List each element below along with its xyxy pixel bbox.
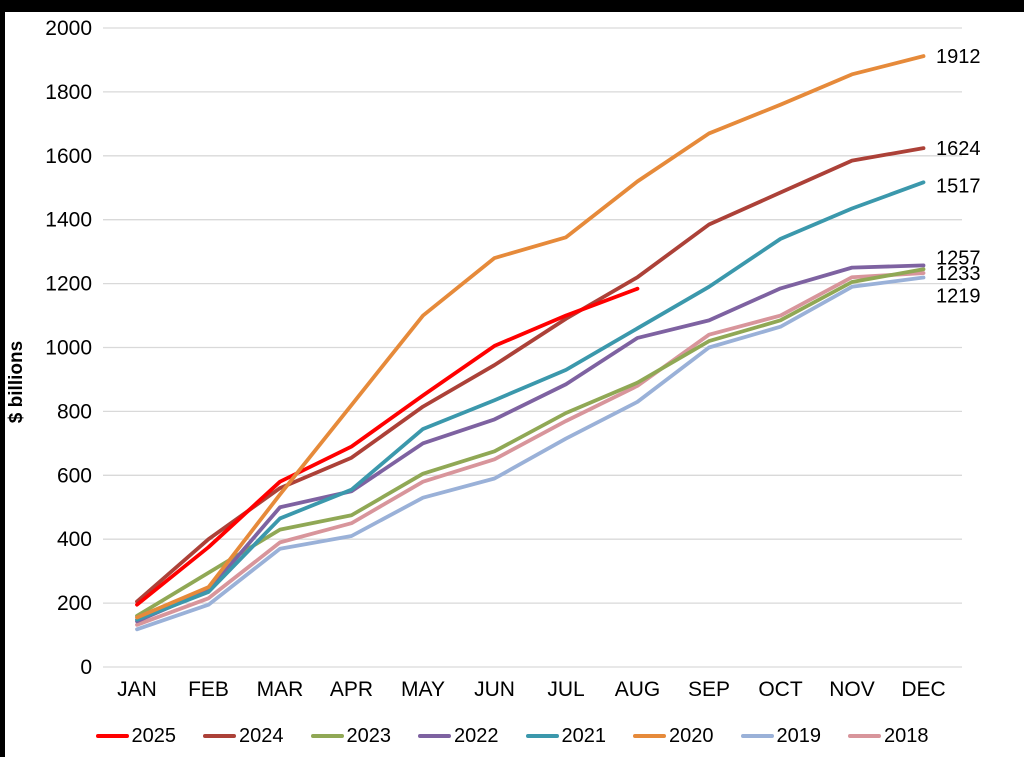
y-tick-label: 1600	[45, 145, 92, 168]
series-line-2022	[135, 263, 926, 624]
legend-label-2023: 2023	[346, 724, 392, 747]
legend-label-2018: 2018	[884, 724, 929, 747]
legend-item-2025: 2025	[95, 724, 177, 748]
legend-label-2019: 2019	[776, 724, 822, 747]
x-tick-label: JAN	[117, 678, 157, 701]
legend-swatch-2025	[95, 734, 129, 738]
series-line-2019	[135, 275, 926, 632]
legend-item-2023: 2023	[310, 724, 392, 748]
y-tick-label: 2000	[45, 17, 92, 40]
end-value-label: 1912	[936, 46, 981, 68]
end-value-label: 1624	[936, 138, 981, 160]
x-tick-label: MAR	[257, 678, 304, 701]
x-tick-label: AUG	[615, 678, 661, 701]
series-line-2020	[135, 54, 926, 620]
series-line-2021	[135, 180, 926, 622]
y-axis-title: $ billions	[6, 340, 27, 424]
legend-swatch-2019	[740, 734, 774, 738]
legend-swatch-2023	[310, 734, 344, 738]
y-tick-label: 1800	[45, 81, 92, 104]
chart-legend: 2025 2024 2023 2022 2021 2020 2019 2018	[5, 722, 1019, 750]
end-value-label: 1517	[936, 175, 981, 197]
legend-swatch-2024	[203, 734, 236, 738]
legend-swatch-2018	[848, 734, 881, 738]
legend-label-2024: 2024	[239, 724, 284, 747]
y-tick-label: 800	[57, 400, 92, 423]
legend-swatch-2022	[418, 734, 451, 738]
x-tick-label: MAY	[401, 678, 445, 701]
y-tick-label: 1400	[45, 209, 92, 232]
legend-item-2018: 2018	[848, 725, 929, 748]
x-tick-label: OCT	[758, 678, 803, 701]
series-line-2024	[135, 146, 926, 604]
y-tick-label: 0	[80, 656, 92, 679]
series-line-2023	[135, 267, 926, 618]
x-tick-label: APR	[330, 678, 373, 701]
y-tick-label: 200	[57, 592, 92, 615]
y-tick-label: 1000	[45, 337, 92, 360]
legend-item-2024: 2024	[203, 725, 284, 748]
x-tick-label: JUL	[547, 678, 584, 701]
series-line-2018	[135, 271, 926, 627]
legend-item-2022: 2022	[418, 725, 499, 748]
x-tick-label: NOV	[829, 678, 875, 701]
legend-swatch-2020	[633, 734, 666, 738]
legend-label-2021: 2021	[561, 724, 607, 747]
legend-item-2019: 2019	[740, 724, 822, 748]
legend-swatch-2021	[525, 734, 559, 738]
legend-label-2020: 2020	[669, 724, 714, 747]
end-value-label: 1233	[936, 263, 981, 285]
legend-item-2021: 2021	[525, 724, 607, 748]
legend-label-2022: 2022	[454, 724, 499, 747]
y-tick-label: 600	[57, 464, 92, 487]
plot-background	[5, 12, 1024, 757]
end-value-label: 1257	[936, 247, 981, 269]
x-tick-label: FEB	[188, 678, 229, 701]
x-tick-label: DEC	[901, 678, 945, 701]
y-tick-label: 400	[57, 528, 92, 551]
x-tick-label: JUN	[474, 678, 515, 701]
y-tick-label: 1200	[45, 273, 92, 296]
series-line-2025	[135, 286, 640, 607]
end-value-label: 1219	[936, 286, 981, 308]
legend-item-2020: 2020	[633, 725, 714, 748]
legend-label-2025: 2025	[131, 724, 177, 747]
x-tick-label: SEP	[688, 678, 730, 701]
